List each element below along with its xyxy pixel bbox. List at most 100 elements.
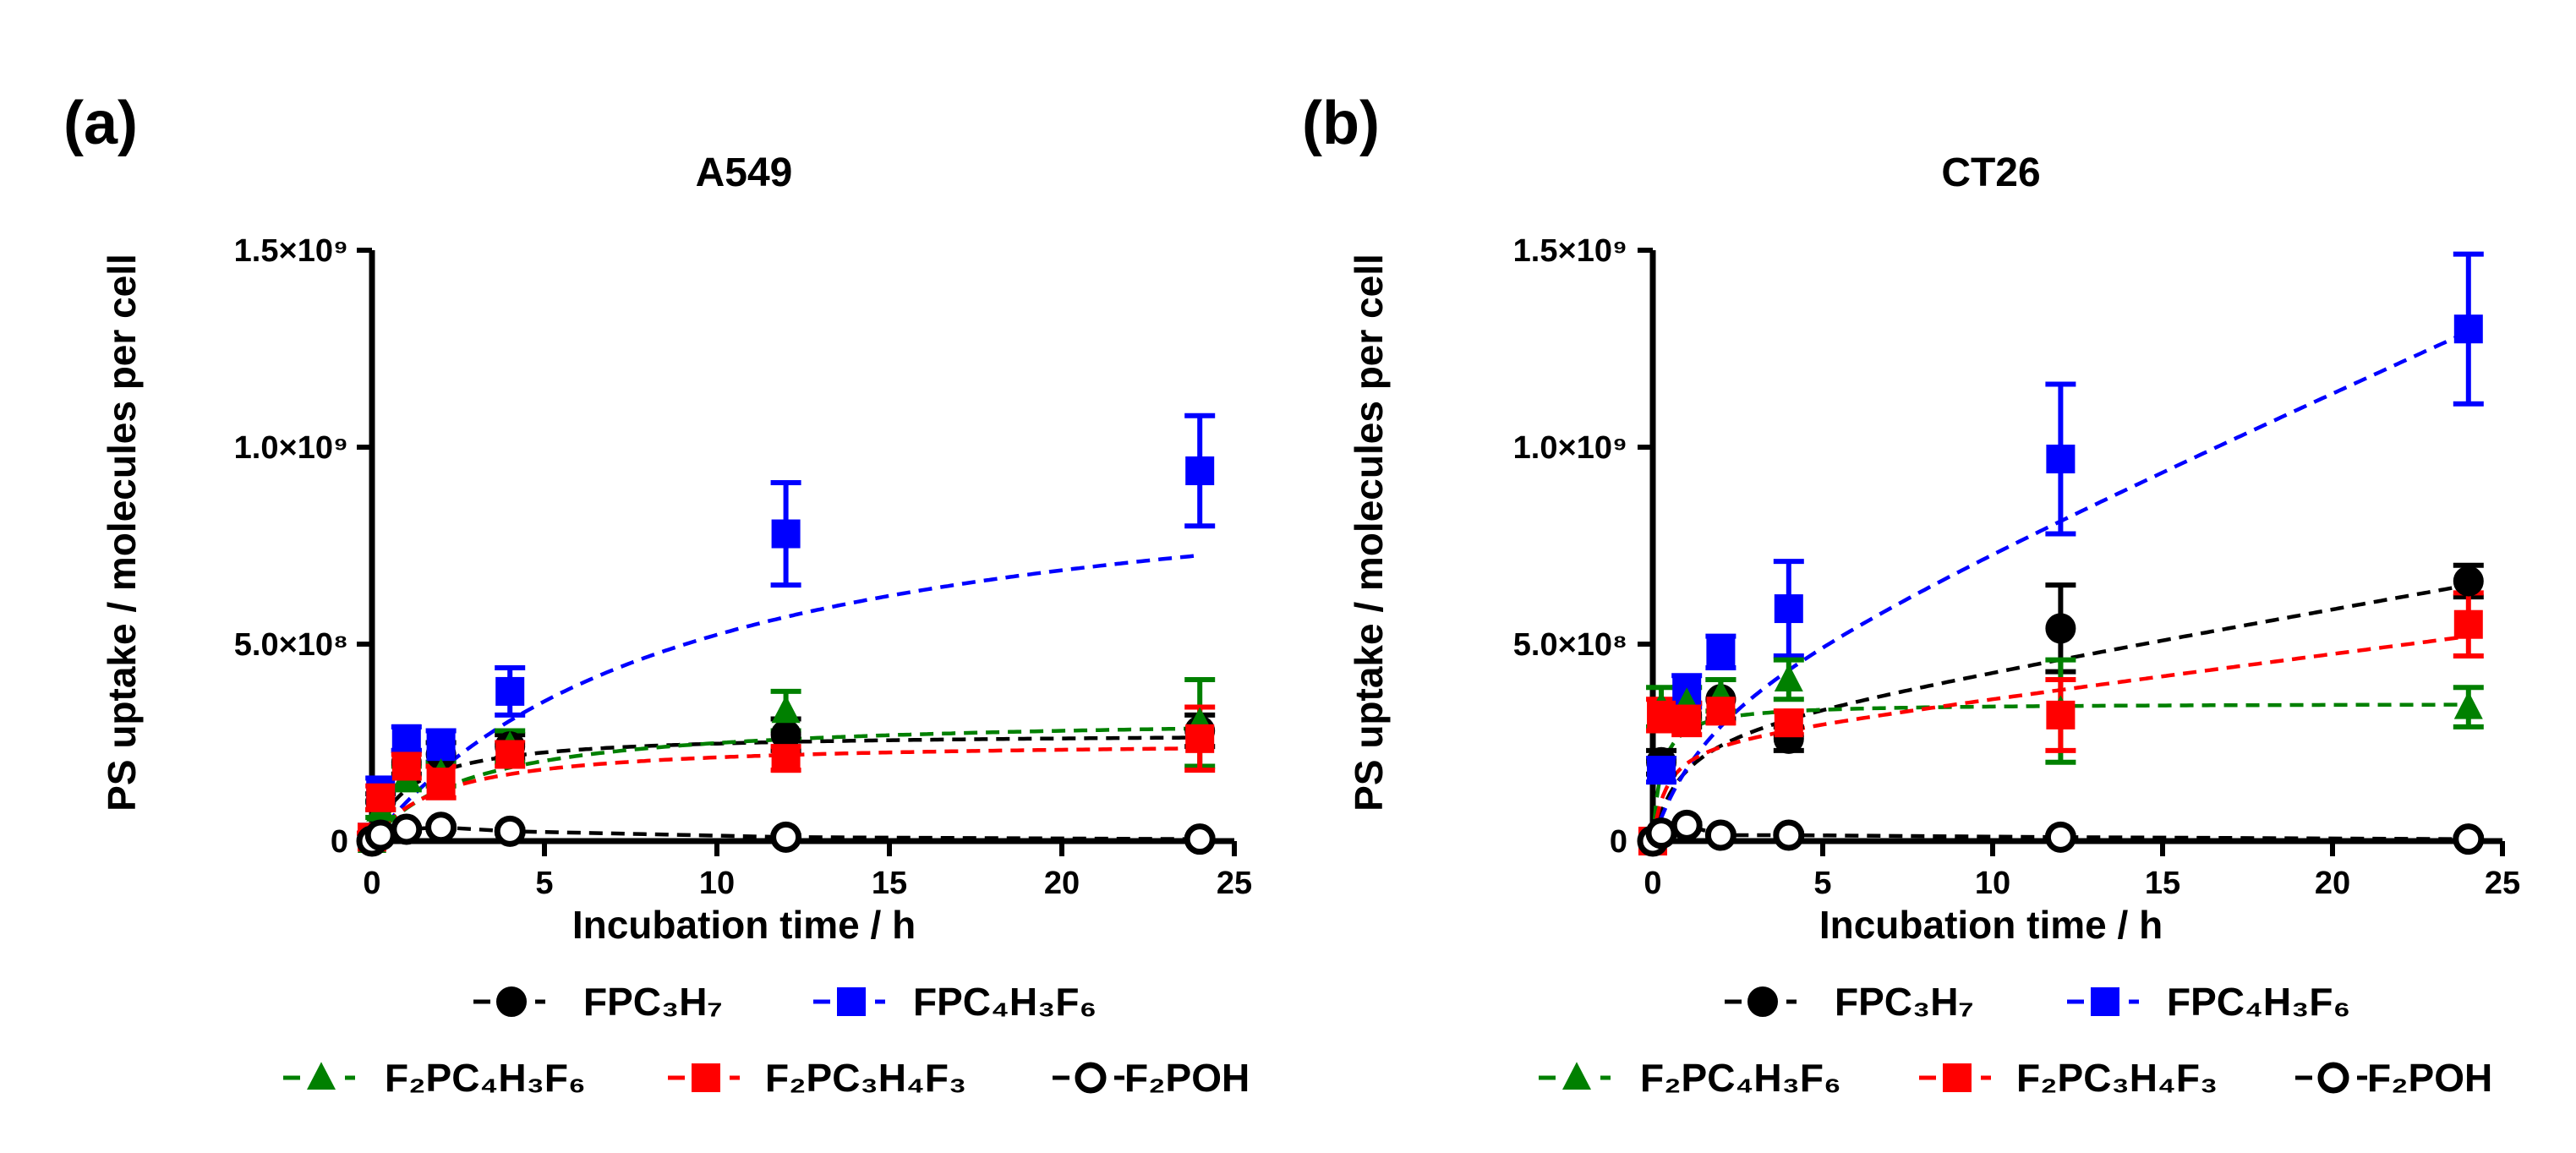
y-tick-label: 0 <box>1610 824 1627 860</box>
x-tick-label: 10 <box>1975 866 2010 901</box>
panel-a-legend: FPC₃H₇ FPC₄H₃F₆ F₂PC₄H₃F₆ F₂PC₃H₄F₃ F₂PO… <box>283 980 1250 1100</box>
point-f2pc3h4f3 <box>1774 708 1803 738</box>
y-tick-label: 5.0×10⁸ <box>1513 627 1627 663</box>
point-f2pc3h4f3 <box>1706 697 1736 726</box>
legend-marker <box>692 1063 720 1092</box>
x-tick-label: 25 <box>2485 866 2520 901</box>
point-fpc4h3f6 <box>771 519 801 549</box>
point-fpc4h3f6 <box>1706 637 1736 667</box>
legend-a-f2pc3h4f3: F₂PC₃H₄F₃ <box>668 1056 966 1100</box>
panel-b-y-axis-title: PS uptake / molecules per cell <box>1347 254 1391 811</box>
legend-a-fpc4h3f6: FPC₄H₃F₆ <box>813 980 1097 1024</box>
point-f2poh <box>1645 817 1677 850</box>
x-tick-label: 20 <box>2315 866 2350 901</box>
y-tick-label: 1.5×10⁹ <box>234 233 348 269</box>
legend-marker <box>1943 1063 1972 1092</box>
y-tick-label: 1.5×10⁹ <box>1513 233 1627 269</box>
legend-label: F₂PC₄H₃F₆ <box>1640 1056 1841 1100</box>
point-f2pc3h4f3 <box>1185 724 1215 753</box>
fit-line-f2pc3h4f3 <box>370 746 1200 843</box>
point-f2poh <box>770 821 802 853</box>
panel-a-x-axis-title: Incubation time / h <box>572 903 916 947</box>
legend-b-f2poh: F₂POH <box>2295 1056 2492 1100</box>
point-f2poh <box>391 813 423 845</box>
legend-b-fpc4h3f6: FPC₄H₃F₆ <box>2067 980 2350 1024</box>
legend-label: F₂POH <box>1124 1056 1250 1100</box>
point-fpc4h3f6 <box>1647 756 1676 785</box>
legend-b-fpc3h7: FPC₃H₇ <box>1725 980 1974 1024</box>
y-tick-label: 5.0×10⁸ <box>234 627 348 663</box>
y-tick-label: 1.0×10⁹ <box>1513 430 1627 466</box>
point-f2pc3h4f3 <box>426 768 456 797</box>
point-fpc3h7 <box>2045 613 2076 644</box>
point-f2pc4h3f6 <box>771 695 801 724</box>
panel-a: (a) A549 PS uptake / molecules per cell … <box>63 90 1252 947</box>
point-f2poh <box>494 815 526 847</box>
point-f2pc3h4f3 <box>2046 700 2076 730</box>
legend-label: F₂POH <box>2367 1056 2492 1100</box>
legend-a-fpc3h7: FPC₃H₇ <box>473 980 723 1024</box>
x-tick-label: 0 <box>1643 866 1661 901</box>
x-tick-label: 10 <box>699 866 735 901</box>
x-tick-label: 15 <box>2145 866 2180 901</box>
point-f2poh <box>364 819 397 851</box>
point-f2pc3h4f3 <box>2453 609 2483 639</box>
point-f2poh <box>2453 823 2485 855</box>
point-f2pc4h3f6 <box>2453 691 2483 719</box>
x-tick-label: 25 <box>1217 866 1252 901</box>
point-f2pc3h4f3 <box>366 783 396 812</box>
legend-marker <box>1075 1062 1107 1094</box>
x-tick-label: 5 <box>1813 866 1831 901</box>
y-tick-label: 0 <box>331 824 348 860</box>
point-f2pc3h4f3 <box>391 751 421 781</box>
legend-label: F₂PC₃H₄F₃ <box>2016 1056 2218 1100</box>
point-fpc4h3f6 <box>1185 456 1215 485</box>
legend-b-f2pc3h4f3: F₂PC₃H₄F₃ <box>1919 1056 2218 1100</box>
legend-marker <box>496 986 527 1017</box>
panel-a-title: A549 <box>696 150 793 195</box>
y-tick-label: 1.0×10⁹ <box>234 430 348 466</box>
panel-b-title: CT26 <box>1941 150 2040 195</box>
legend-marker <box>1747 986 1778 1017</box>
x-tick-label: 15 <box>872 866 907 901</box>
point-f2pc3h4f3 <box>1672 704 1702 734</box>
point-f2pc3h4f3 <box>1647 700 1676 730</box>
panel-a-plot: 0 5 10 15 20 25 0 5.0×10⁸ 1.0×10⁹ 1.5×10⁹ <box>234 233 1252 901</box>
point-fpc4h3f6 <box>2453 314 2483 344</box>
point-fpc4h3f6 <box>1774 594 1803 624</box>
point-fpc4h3f6 <box>426 732 456 762</box>
x-tick-label: 0 <box>363 866 380 901</box>
panel-b-label: (b) <box>1302 90 1380 157</box>
x-tick-label: 5 <box>535 866 553 901</box>
legend-marker <box>2091 987 2119 1016</box>
point-f2poh <box>1773 819 1805 851</box>
legend-label: FPC₄H₃F₆ <box>913 980 1097 1024</box>
legend-label: F₂PC₄H₃F₆ <box>385 1056 586 1100</box>
legend-label: F₂PC₃H₄F₃ <box>765 1056 966 1100</box>
point-f2poh <box>1671 809 1703 841</box>
point-f2poh <box>1704 819 1736 851</box>
legend-label: FPC₄H₃F₆ <box>2167 980 2350 1024</box>
panel-b-plot: 0 5 10 15 20 25 0 5.0×10⁸ 1.0×10⁹ 1.5×10⁹ <box>1513 233 2520 901</box>
legend-marker <box>1562 1062 1591 1090</box>
point-fpc4h3f6 <box>495 676 525 706</box>
legend-label: FPC₃H₇ <box>1835 980 1974 1024</box>
legend-a-f2pc4h3f6: F₂PC₄H₃F₆ <box>283 1056 586 1100</box>
legend-marker <box>307 1062 336 1090</box>
point-f2poh <box>2044 821 2076 853</box>
x-tick-label: 20 <box>1044 866 1080 901</box>
panel-b-x-axis-title: Incubation time / h <box>1819 903 2163 947</box>
point-f2pc3h4f3 <box>495 740 525 769</box>
fit-line-fpc4h3f6 <box>370 553 1200 843</box>
legend-b-f2pc4h3f6: F₂PC₄H₃F₆ <box>1539 1056 1841 1100</box>
panel-b: (b) CT26 PS uptake / molecules per cell … <box>1302 90 2520 947</box>
legend-a-f2poh: F₂POH <box>1053 1056 1250 1100</box>
point-f2pc4h3f6 <box>1774 664 1803 691</box>
legend-marker <box>2317 1062 2349 1094</box>
point-fpc3h7 <box>2453 566 2484 597</box>
point-fpc4h3f6 <box>2046 444 2076 473</box>
point-fpc4h3f6 <box>391 724 421 753</box>
point-f2poh <box>1184 823 1216 855</box>
point-f2pc3h4f3 <box>771 744 801 773</box>
panel-a-y-axis-title: PS uptake / molecules per cell <box>100 254 144 811</box>
